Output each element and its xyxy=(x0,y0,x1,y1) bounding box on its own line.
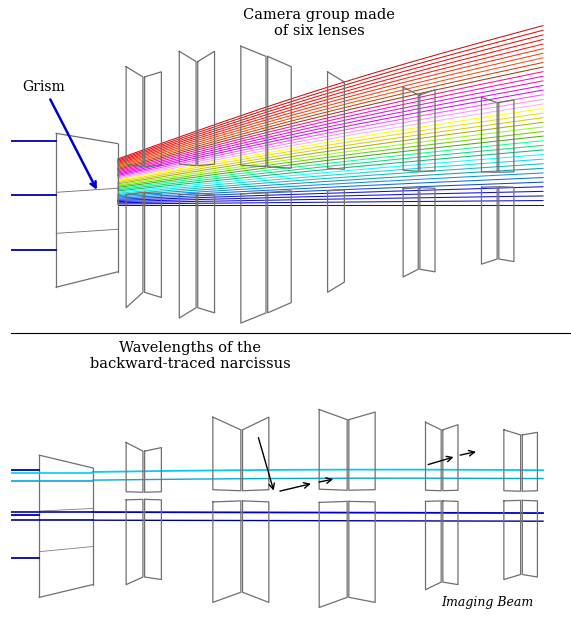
Text: Wavelengths of the
backward-traced narcissus: Wavelengths of the backward-traced narci… xyxy=(90,341,291,371)
Text: Camera group made
of six lenses: Camera group made of six lenses xyxy=(243,8,395,38)
Text: Grism: Grism xyxy=(23,80,95,187)
Text: Imaging Beam: Imaging Beam xyxy=(441,596,533,609)
